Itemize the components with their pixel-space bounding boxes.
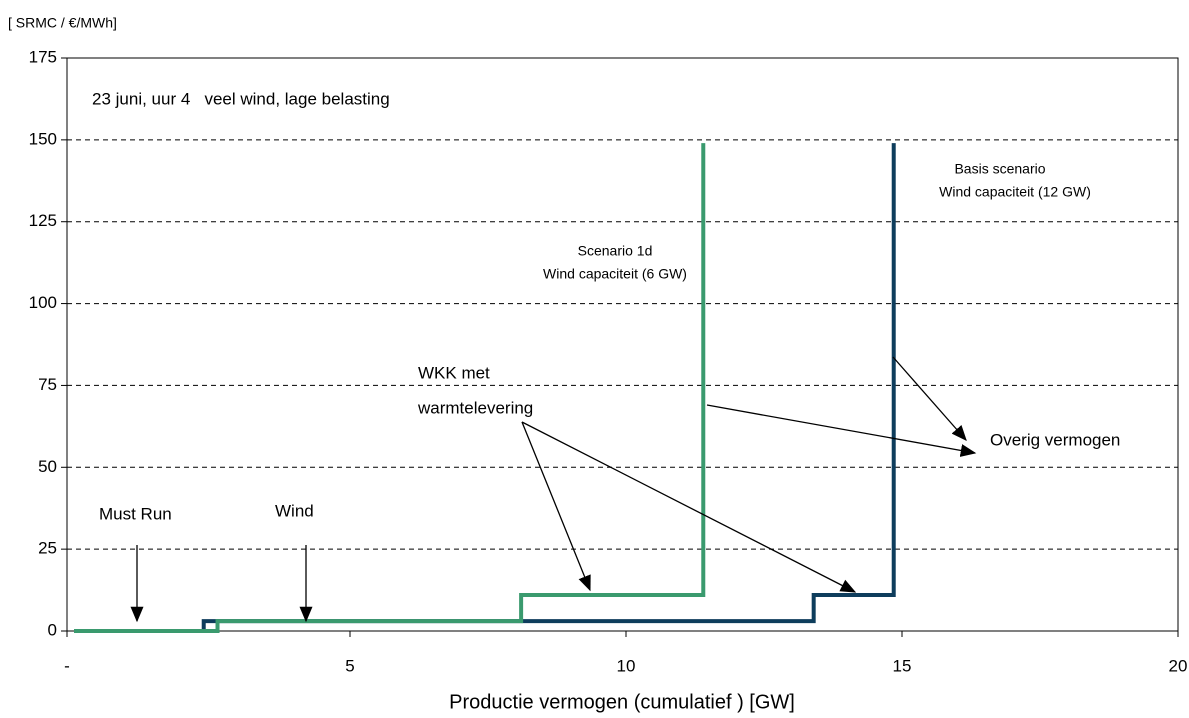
step-line xyxy=(74,143,896,633)
annotation: 23 juni, uur 4 veel wind, lage belasting xyxy=(92,89,390,108)
y-tick-label: 100 xyxy=(29,293,57,312)
y-axis-label: [ SRMC / €/MWh] xyxy=(8,15,117,31)
step-line xyxy=(74,143,706,633)
x-axis-label: Productie vermogen (cumulatief ) [GW] xyxy=(449,691,795,713)
x-tick-label: 15 xyxy=(893,656,912,675)
y-tick-label: 125 xyxy=(29,211,57,230)
x-tick-label: 5 xyxy=(345,656,354,675)
annotation: warmtelevering xyxy=(417,398,533,417)
annotation: Must Run xyxy=(99,504,172,523)
annotation: Wind capaciteit (12 GW) xyxy=(939,184,1091,200)
x-tick-label: 20 xyxy=(1169,656,1188,675)
y-tick-label: 175 xyxy=(29,47,57,66)
x-tick-label: - xyxy=(64,656,70,675)
arrows xyxy=(130,356,977,623)
y-tick-label: 25 xyxy=(38,539,57,558)
y-tick-label: 50 xyxy=(38,457,57,476)
y-tick-label: 150 xyxy=(29,129,57,148)
x-tick-label: 10 xyxy=(617,656,636,675)
annotation: Wind capaciteit (6 GW) xyxy=(543,266,687,282)
y-tick-label: 75 xyxy=(38,375,57,394)
annotation: Overig vermogen xyxy=(990,430,1120,449)
y-tick-label: 0 xyxy=(48,620,57,639)
plot-frame xyxy=(66,57,1179,632)
annotation: WKK met xyxy=(418,363,490,382)
annotation: Wind xyxy=(275,501,314,520)
annotation: Scenario 1d xyxy=(578,243,653,259)
annotation: Basis scenario xyxy=(954,161,1045,177)
